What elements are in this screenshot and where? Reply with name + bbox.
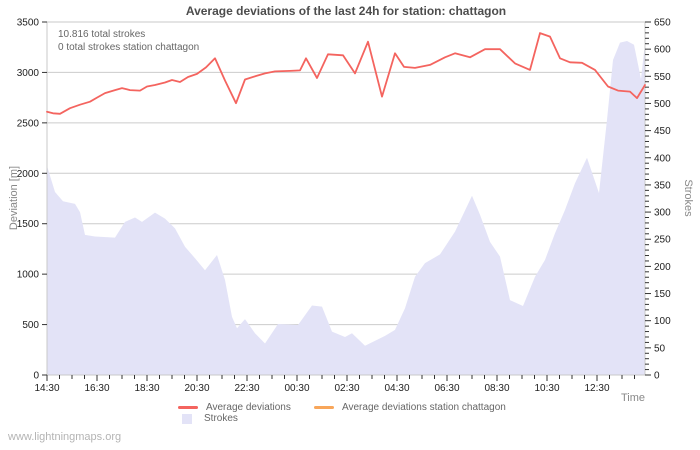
left-axis-tick-label: 2500 (17, 118, 40, 129)
left-axis-tick-label: 1500 (17, 219, 40, 230)
right-axis-tick-label: 200 (654, 262, 671, 273)
right-axis-tick-label: 0 (654, 371, 660, 382)
right-axis-tick-label: 650 (654, 18, 671, 29)
left-axis-tick-label: 3500 (17, 18, 40, 29)
x-tick-label: 04:30 (384, 383, 409, 394)
legend-item-strokes: Strokes (178, 413, 238, 424)
left-axis-tick-label: 1000 (17, 270, 40, 281)
right-axis-tick-label: 350 (654, 180, 671, 191)
legend-swatch-orange-line (314, 406, 334, 409)
x-tick-label: 02:30 (334, 383, 359, 394)
right-axis-tick-label: 50 (654, 343, 666, 354)
x-tick-label: 06:30 (434, 383, 459, 394)
right-axis-tick-label: 300 (654, 208, 671, 219)
plot-border (46, 21, 646, 376)
right-axis-tick-label: 150 (654, 289, 671, 300)
chart-title: Average deviations of the last 24h for s… (185, 4, 507, 18)
legend-swatch-strokes-area (182, 413, 192, 424)
right-axis-tick-label: 100 (654, 316, 671, 327)
right-axis-tick-label: 400 (654, 153, 671, 164)
strokes-area-series (47, 41, 645, 375)
x-tick-label: 14:30 (34, 383, 59, 394)
x-tick-label: 16:30 (84, 383, 109, 394)
right-axis-tick-label: 450 (654, 126, 671, 137)
right-axis-tick-label: 500 (654, 99, 671, 110)
legend-label-station-deviations: Average deviations station chattagon (342, 402, 506, 413)
x-tick-label: 20:30 (184, 383, 209, 394)
legend-label-average-deviations: Average deviations (206, 402, 291, 413)
left-axis-tick-label: 0 (33, 371, 39, 382)
right-axis-tick-label: 550 (654, 72, 671, 83)
x-tick-label: 22:30 (234, 383, 259, 394)
right-axis-tick-label: 600 (654, 45, 671, 56)
y-axis-title-deviation: Deviation [m] (8, 165, 20, 231)
left-axis-tick-label: 500 (22, 320, 39, 331)
right-axis-tick-label: 250 (654, 235, 671, 246)
annotation-total-strokes: 10.816 total strokes (58, 29, 146, 40)
x-tick-label: 10:30 (534, 383, 559, 394)
average-deviations-line (46, 32, 646, 115)
watermark: www.lightningmaps.org (8, 431, 122, 443)
y-axis-title-strokes: Strokes (682, 179, 694, 217)
x-tick-label: 18:30 (134, 383, 159, 394)
legend-swatch-red-line (178, 406, 198, 409)
x-tick-label: 00:30 (284, 383, 309, 394)
left-axis-tick-label: 2000 (17, 169, 40, 180)
x-axis-title-time: Time (620, 392, 645, 404)
left-axis-tick-label: 3000 (17, 68, 40, 79)
total-strokes-annotation: 10.816 total strokes 0 total strokes sta… (58, 28, 199, 54)
legend-item-average-deviations: Average deviations (178, 402, 291, 413)
legend-label-strokes: Strokes (204, 413, 238, 424)
x-tick-label: 08:30 (484, 383, 509, 394)
legend-item-station-deviations: Average deviations station chattagon (314, 402, 506, 413)
annotation-station-strokes: 0 total strokes station chattagon (58, 42, 200, 53)
x-tick-label: 12:30 (584, 383, 609, 394)
